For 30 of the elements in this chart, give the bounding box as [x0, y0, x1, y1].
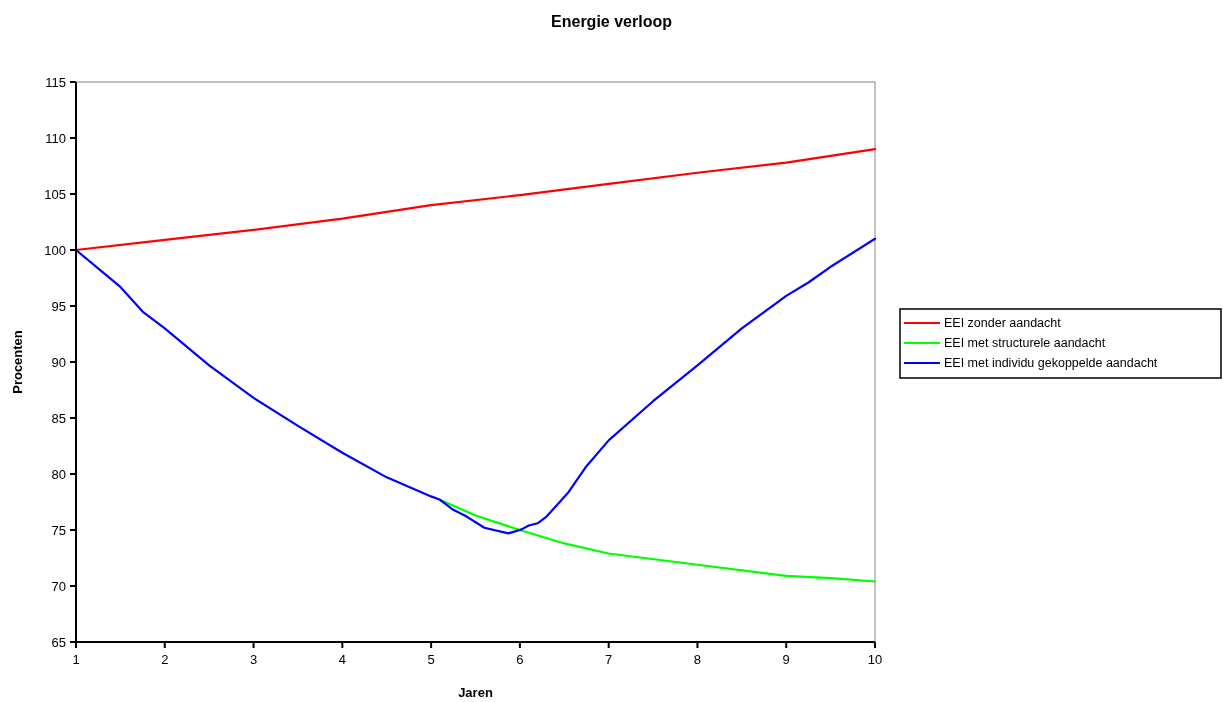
line-series: [74, 148, 877, 252]
legend-label: EEI met structurele aandacht: [944, 336, 1106, 351]
y-tick-label: 85: [51, 410, 66, 426]
y-tick-label: 70: [51, 578, 66, 594]
x-tick-label: 4: [338, 652, 346, 667]
line-series: [74, 237, 877, 535]
y-tick-label: 65: [51, 634, 66, 650]
x-tick-label: 2: [161, 652, 169, 667]
x-tick-label: 1: [72, 652, 80, 667]
y-tick-label: 95: [51, 298, 66, 314]
y-tick-label: 110: [45, 130, 66, 146]
x-tick-label: 7: [605, 652, 613, 667]
x-axis-title: Jaren: [458, 685, 493, 700]
legend-label: EEI zonder aandacht: [944, 316, 1062, 331]
x-tick-label: 3: [249, 652, 258, 667]
x-tick-label: 5: [427, 652, 435, 667]
chart-title: Energie verloop: [551, 13, 673, 30]
line-series: [438, 498, 877, 583]
y-tick-label: 80: [51, 466, 66, 482]
x-tick-label: 10: [867, 652, 883, 667]
x-tick-label: 8: [693, 652, 702, 667]
y-tick-label: 115: [45, 74, 66, 90]
y-tick-label: 90: [51, 354, 66, 370]
x-tick-label: 9: [782, 652, 790, 667]
y-tick-label: 105: [44, 186, 66, 202]
x-tick-label: 6: [516, 652, 524, 667]
y-axis-title: Procenten: [10, 330, 25, 394]
y-tick-label: 100: [44, 242, 66, 258]
legend-label: EEI met individu gekoppelde aandacht: [944, 356, 1158, 371]
y-tick-label: 75: [51, 522, 66, 538]
